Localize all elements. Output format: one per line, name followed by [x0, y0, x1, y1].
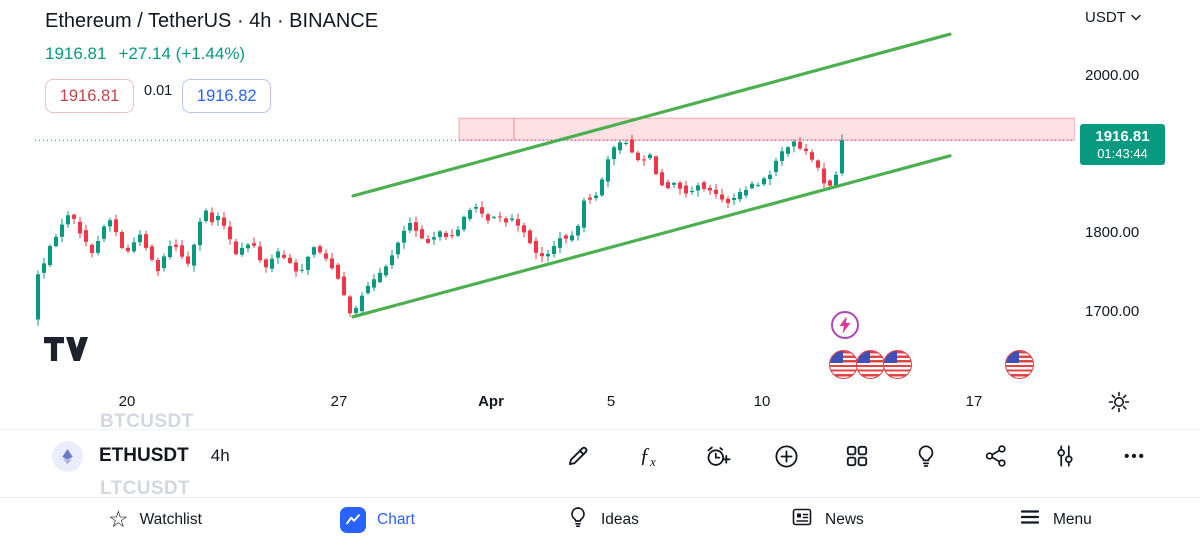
star-icon: ☆	[108, 506, 129, 532]
currency-label: USDT	[1085, 9, 1126, 26]
lightning-bolt-icon	[839, 316, 851, 334]
chart-toolbar: ƒx	[563, 438, 1150, 474]
price-axis[interactable]: 2000.00 1800.00 1700.00	[1085, 0, 1200, 420]
nav-chart[interactable]: Chart	[340, 498, 415, 540]
draw-marker-icon[interactable]	[563, 441, 593, 471]
price-axis-label: 2000.00	[1085, 67, 1140, 84]
badge-price: 1916.81	[1095, 128, 1150, 145]
watchlist-scroller-next[interactable]: LTCUSDT	[100, 478, 191, 499]
us-flag-emoji-sticker[interactable]	[883, 350, 912, 379]
price-axis-label: 1800.00	[1085, 224, 1140, 241]
indicators-sliders-icon[interactable]	[1050, 441, 1080, 471]
time-tick: 5	[606, 393, 616, 410]
newspaper-icon	[790, 505, 814, 534]
time-tick: 20	[118, 393, 136, 410]
buy-button[interactable]: 1916.82	[182, 79, 272, 113]
time-tick: 17	[965, 393, 983, 410]
chart-tab-icon	[340, 506, 366, 533]
ideas-bulb-icon[interactable]	[911, 441, 941, 471]
formula-fx-icon[interactable]: ƒx	[639, 442, 656, 469]
bottom-navigation: ☆ Watchlist Chart Ideas	[0, 497, 1200, 540]
candlestick-chart[interactable]	[0, 0, 1075, 420]
pane-divider	[0, 429, 1200, 430]
tradingview-logo[interactable]	[43, 336, 89, 362]
nav-news[interactable]: News	[790, 498, 864, 540]
time-tick: Apr	[478, 393, 504, 410]
lightning-emoji-sticker[interactable]	[831, 311, 859, 339]
brightness-icon[interactable]	[1107, 390, 1131, 414]
us-flag-emoji-sticker[interactable]	[1005, 350, 1034, 379]
watchlist-scroller-prev[interactable]: BTCUSDT	[100, 411, 194, 432]
chevron-down-icon	[1131, 14, 1141, 21]
quote-line: 1916.81 +27.14 (+1.44%)	[45, 44, 245, 64]
candle-countdown: 01:43:44	[1097, 146, 1148, 161]
currency-selector[interactable]: USDT	[1085, 9, 1141, 26]
nav-watchlist[interactable]: ☆ Watchlist	[108, 506, 202, 532]
time-axis[interactable]: 20 27 Apr 5 10 17	[0, 390, 1075, 418]
us-flag-emoji-sticker[interactable]	[856, 350, 885, 379]
ethereum-icon	[52, 440, 83, 472]
last-price: 1916.81	[45, 44, 107, 63]
order-buttons: 1916.81 0.01 1916.82	[45, 79, 272, 113]
layout-grid-icon[interactable]	[842, 441, 872, 471]
price-axis-label: 1700.00	[1085, 302, 1140, 320]
add-circle-icon[interactable]	[772, 441, 802, 471]
last-price-badge: 1916.81 01:43:44	[1080, 124, 1165, 166]
active-interval[interactable]: 4h	[210, 446, 230, 465]
lightbulb-icon	[566, 505, 590, 534]
symbol-title[interactable]: Ethereum / TetherUS · 4h · BINANCE	[45, 10, 379, 32]
us-flag-emoji-sticker[interactable]	[829, 350, 858, 379]
active-symbol: ETHUSDT	[99, 445, 189, 466]
hamburger-menu-icon	[1018, 505, 1042, 534]
time-tick: 10	[753, 393, 771, 410]
price-change: +27.14 (+1.44%)	[118, 44, 246, 63]
more-options-icon[interactable]: •••	[1124, 447, 1146, 465]
spread-value: 0.01	[144, 83, 173, 99]
nav-menu[interactable]: Menu	[1018, 498, 1092, 540]
active-symbol-row[interactable]: ETHUSDT 4h	[52, 439, 230, 473]
sell-button[interactable]: 1916.81	[45, 79, 134, 113]
share-icon[interactable]	[981, 441, 1011, 471]
nav-ideas[interactable]: Ideas	[566, 498, 639, 540]
alert-add-icon[interactable]	[702, 441, 732, 471]
time-tick: 27	[330, 393, 348, 410]
